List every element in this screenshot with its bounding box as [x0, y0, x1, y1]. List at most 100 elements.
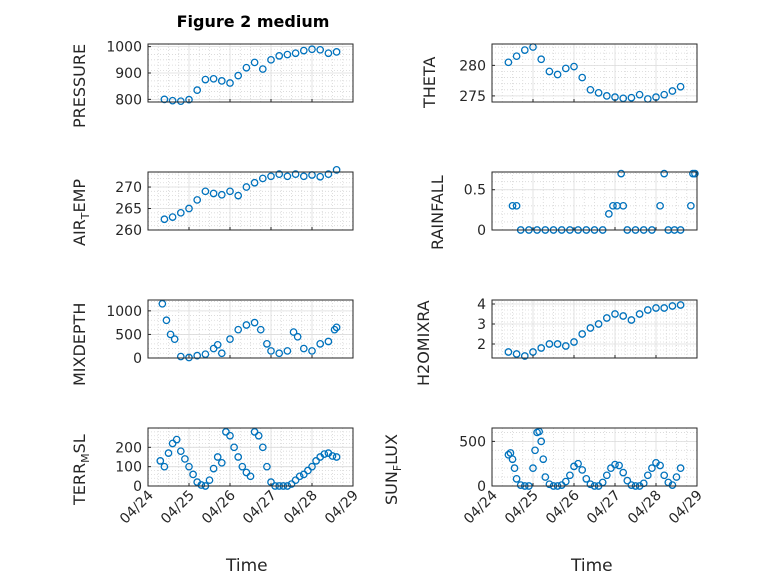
- y-tick-label: 0: [477, 223, 486, 239]
- data-point: [242, 63, 251, 72]
- data-point: [291, 170, 300, 178]
- data-point: [176, 97, 185, 106]
- data-point: [635, 310, 644, 318]
- data-point: [619, 201, 628, 210]
- data-point: [578, 466, 587, 474]
- data-point: [652, 304, 660, 312]
- data-point: [205, 476, 214, 485]
- data-point: [539, 455, 548, 464]
- data-point: [545, 340, 554, 348]
- data-point: [234, 453, 243, 461]
- data-point: [299, 46, 308, 55]
- data-point: [332, 453, 341, 461]
- x-tick-label: 04/29: [666, 488, 706, 528]
- y-tick-label: 500: [115, 327, 142, 343]
- data-point: [656, 201, 664, 210]
- data-point: [602, 471, 611, 480]
- data-point: [213, 453, 222, 461]
- data-point: [263, 462, 271, 471]
- y-tick-label: 500: [459, 434, 486, 450]
- data-point: [676, 301, 685, 309]
- data-point: [275, 349, 284, 358]
- y-tick-label: 0.5: [464, 183, 486, 199]
- data-point: [316, 340, 325, 348]
- data-point: [609, 201, 617, 210]
- axes-box: [491, 299, 698, 359]
- y-tick-label: 800: [115, 92, 142, 108]
- data-point: [209, 74, 218, 83]
- data-point: [172, 435, 181, 444]
- data-point: [168, 439, 177, 448]
- data-point: [193, 196, 202, 204]
- data-point: [222, 428, 230, 436]
- data-point: [639, 479, 648, 488]
- ylabel-air-temp-sub: T: [79, 212, 93, 220]
- y-tick-label: 0: [133, 479, 142, 495]
- y-tick-label: 265: [115, 202, 142, 218]
- data-point: [291, 476, 300, 485]
- data-point: [508, 201, 517, 210]
- data-point: [185, 462, 193, 471]
- data-point: [250, 58, 259, 67]
- data-point: [537, 344, 546, 352]
- data-point: [332, 323, 341, 332]
- ylabel-h2omixra: H2OMIXRA: [414, 300, 433, 386]
- data-point: [209, 189, 218, 198]
- data-point: [256, 325, 265, 334]
- data-point: [512, 475, 521, 483]
- data-point: [308, 462, 316, 471]
- axes-box: [491, 43, 698, 103]
- data-point: [504, 348, 513, 356]
- data-point: [226, 79, 234, 87]
- y-tick-label: 2: [477, 337, 486, 353]
- y-tick-label: 1000: [106, 40, 142, 56]
- data-point: [510, 464, 519, 473]
- data-point: [258, 65, 267, 73]
- data-point: [643, 306, 652, 314]
- data-point: [586, 85, 595, 94]
- data-point: [668, 87, 677, 95]
- data-point: [570, 338, 578, 346]
- data-point: [295, 472, 304, 481]
- y-tick-label: 100: [115, 460, 142, 476]
- data-point: [545, 67, 554, 76]
- data-point: [582, 475, 591, 483]
- ylabel-pressure: PRESSURE: [70, 43, 89, 128]
- data-point: [238, 462, 247, 471]
- data-point: [197, 481, 206, 489]
- axes-box: [147, 171, 354, 231]
- data-point: [332, 166, 341, 174]
- data-point: [561, 477, 570, 486]
- data-point: [594, 320, 603, 328]
- data-point: [201, 75, 210, 84]
- data-point: [168, 96, 177, 105]
- data-point: [209, 464, 218, 473]
- y-tick-label: 3: [477, 317, 486, 333]
- data-point: [201, 350, 210, 359]
- data-point: [156, 457, 165, 465]
- data-point: [324, 337, 333, 346]
- data-point: [217, 190, 226, 199]
- x-tick-label: 04/25: [502, 488, 542, 528]
- x-tick-label: 04/27: [584, 488, 624, 528]
- data-point: [185, 95, 193, 104]
- y-tick-label: 0: [477, 479, 486, 495]
- data-point: [553, 70, 562, 79]
- data-point: [602, 314, 611, 322]
- data-point: [308, 45, 316, 54]
- data-point: [594, 88, 603, 97]
- data-point: [275, 52, 284, 60]
- data-point: [258, 174, 267, 183]
- data-point: [529, 464, 537, 473]
- data-point: [234, 71, 243, 80]
- data-point: [193, 351, 202, 360]
- data-point: [166, 330, 175, 339]
- x-tick-label: 04/27: [240, 488, 280, 528]
- data-point: [263, 340, 271, 348]
- data-point: [320, 450, 329, 458]
- data-point: [217, 349, 226, 358]
- data-point: [627, 93, 636, 102]
- data-point: [627, 316, 636, 324]
